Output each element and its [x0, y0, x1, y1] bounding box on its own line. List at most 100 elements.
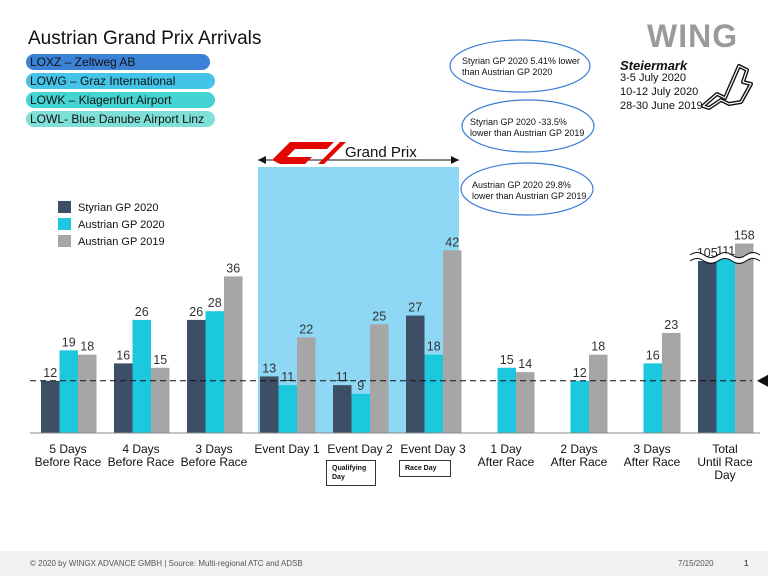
airport-tag-lowg: LOWG – Graz International: [26, 73, 215, 89]
bar-value-label: 23: [664, 318, 678, 332]
bar: [424, 354, 443, 433]
callout-1: Styrian GP 2020 5.41% lower than Austria…: [462, 56, 580, 77]
footer-source: © 2020 by WINGX ADVANCE GMBH | Source: M…: [30, 559, 303, 568]
axis-break-icon: [689, 252, 761, 258]
bar-value-label: 158: [734, 229, 755, 243]
bar-value-label: 25: [372, 309, 386, 323]
x-tick-label: After Race: [551, 455, 608, 469]
callout-3: Austrian GP 2020 29.8% lower than Austri…: [472, 180, 587, 201]
bar-value-label: 27: [408, 301, 422, 315]
bar: [205, 311, 224, 433]
airport-label: LOWG – Graz International: [30, 74, 176, 88]
event-title: Steiermark: [620, 58, 688, 73]
bar: [351, 393, 370, 433]
bar-value-label: 36: [226, 261, 240, 275]
airport-tag-lowk: LOWK – Klagenfurt Airport: [26, 92, 215, 108]
airport-tag-loxz: LOXZ – Zeltweg AB: [26, 54, 210, 70]
x-tick-label: Until Race: [697, 455, 753, 469]
x-tick-label: 5 Days: [49, 442, 86, 456]
bar: [497, 367, 516, 433]
qualifying-day-box: Qualifying Day: [326, 460, 376, 486]
airport-label: LOXZ – Zeltweg AB: [30, 55, 136, 69]
legend-label: Austrian GP 2019: [78, 236, 165, 248]
bar-value-label: 11: [336, 370, 349, 384]
bar: [224, 276, 243, 433]
x-tick-label: Event Day 3: [400, 442, 466, 456]
bar-value-label: 18: [80, 340, 94, 354]
bar: [114, 363, 133, 433]
bar-value-label: 19: [62, 335, 76, 349]
track-outline-icon: [701, 64, 753, 110]
footer-date: 7/15/2020: [678, 559, 714, 568]
bar-value-label: 18: [427, 340, 441, 354]
x-tick-label: Day: [714, 468, 735, 482]
axis-break-icon: [688, 253, 762, 263]
bar-value-label: 12: [573, 366, 587, 380]
x-tick-label: Total: [712, 442, 737, 456]
bar: [370, 324, 389, 433]
bar: [278, 385, 297, 433]
airport-label: LOWK – Klagenfurt Airport: [30, 93, 172, 107]
bar-value-label: 16: [646, 348, 660, 362]
x-tick-label: Event Day 2: [327, 442, 393, 456]
legend-swatch: [58, 235, 71, 247]
x-tick-label: Before Race: [181, 455, 248, 469]
event-date: 28-30 June 2019: [620, 100, 703, 112]
f1-logo-icon: [272, 142, 334, 164]
bar: [260, 376, 279, 433]
x-tick-label: Before Race: [108, 455, 175, 469]
bar-value-label: 42: [445, 235, 459, 249]
wingx-logo: WING: [647, 18, 739, 54]
bar-value-label: 14: [518, 357, 532, 371]
x-tick-label: 3 Days: [195, 442, 232, 456]
bar: [662, 332, 681, 433]
footer-page-number: 1: [744, 559, 749, 568]
bar-value-label: 26: [135, 305, 149, 319]
reference-marker-icon: [757, 374, 768, 387]
x-tick-label: After Race: [478, 455, 535, 469]
bar-value-label: 18: [591, 340, 605, 354]
bar: [78, 354, 97, 433]
x-tick-label: 2 Days: [560, 442, 597, 456]
legend-swatch: [58, 201, 71, 213]
race-day-label: Race Day: [405, 465, 437, 472]
grand-prix-arrow-right: [451, 156, 459, 164]
bar: [151, 367, 170, 433]
x-tick-label: 4 Days: [122, 442, 159, 456]
legend-label: Austrian GP 2020: [78, 219, 165, 231]
grand-prix-arrow-left: [258, 156, 266, 164]
bar: [516, 372, 535, 433]
bar: [41, 380, 60, 433]
bar: [589, 354, 608, 433]
bar-value-label: 28: [208, 296, 222, 310]
legend-label: Styrian GP 2020: [78, 202, 159, 214]
bar: [406, 315, 425, 433]
bar-value-label: 11: [281, 370, 294, 384]
bar: [443, 250, 462, 433]
bar-value-label: 9: [357, 379, 364, 393]
bar-value-label: 16: [116, 348, 130, 362]
bar: [297, 337, 316, 433]
bar: [698, 261, 717, 433]
bar: [643, 363, 662, 433]
bar-value-label: 15: [153, 353, 167, 367]
bar: [132, 319, 151, 433]
bar: [570, 380, 589, 433]
event-date: 3-5 July 2020: [620, 72, 687, 84]
x-tick-label: Before Race: [35, 455, 102, 469]
airport-tag-lowl: LOWL- Blue Danube Airport Linz: [26, 111, 215, 127]
x-tick-label: 3 Days: [633, 442, 670, 456]
bar-value-label: 15: [500, 353, 514, 367]
page-title: Austrian Grand Prix Arrivals: [28, 28, 262, 49]
grand-prix-label: Grand Prix: [345, 144, 417, 161]
bar-value-label: 13: [262, 361, 276, 375]
bar-value-label: 12: [43, 366, 57, 380]
event-date: 10-12 July 2020: [620, 86, 699, 98]
x-tick-label: 1 Day: [490, 442, 521, 456]
bar: [187, 319, 206, 433]
x-tick-label: Event Day 1: [254, 442, 320, 456]
footer: © 2020 by WINGX ADVANCE GMBH | Source: M…: [0, 551, 768, 576]
